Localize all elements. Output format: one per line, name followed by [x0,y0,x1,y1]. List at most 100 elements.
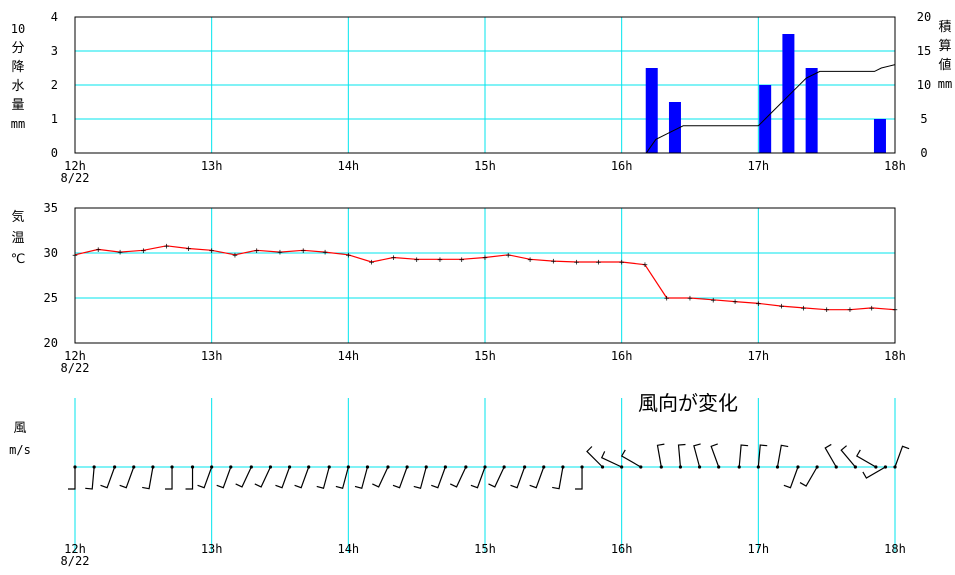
wind-barb-dot [151,465,155,469]
wind-barb [710,443,721,469]
wind-barb-shaft [586,446,603,468]
wind-barb [85,465,96,490]
wind-barb-dot [639,465,643,469]
wind-barb-dot [483,465,487,469]
wind-barb-dot [893,465,897,469]
wind-barb-dot [659,465,663,469]
wind-barb-shaft [693,443,701,468]
temperature-point: + [732,298,738,308]
y-tick-label: 30 [44,246,58,260]
temperature-point: + [277,248,283,258]
wind-barb-dot [775,465,780,469]
wind-barb-shaft [894,445,910,468]
wind-barb [575,465,584,490]
wind-barb-dot [883,465,888,469]
wind-barb [254,465,273,488]
wind-panel: 風 m/s 風向が変化 12h 13h 14h 15h 16h 17h 18h 8/22 [9,391,910,568]
temperature-point: + [824,306,830,316]
y-tick-label: 4 [51,10,58,24]
x-tick-label: 18h [884,542,906,556]
wind-barb-shaft [510,466,526,489]
temperature-point: + [664,294,670,304]
temperature-point: + [186,245,192,255]
x-tick-label: 15h [474,159,496,173]
wind-barb-shaft [656,443,665,468]
x-tick-label: 16h [611,349,633,363]
wind-barb-shaft [677,443,686,468]
wind-barb-shaft [142,466,154,490]
temperature-point: + [117,248,123,258]
wind-barb-shaft [776,444,789,468]
plot-frame [74,207,896,344]
y2-tick-label: 20 [917,10,931,24]
y-axis-label: 10 [11,22,25,36]
wind-barb [893,445,910,469]
wind-barb [275,465,292,489]
wind-barb [372,465,390,488]
wind-barb-shaft [316,466,330,489]
wind-barb-shaft [824,443,837,468]
y-tick-label: 3 [51,44,58,58]
x-tick-label: 18h [884,349,906,363]
wind-barb-dot [697,465,702,469]
y-tick-label: 25 [44,291,58,305]
wind-barb-dot [268,465,273,469]
wind-barb-shaft [216,466,232,489]
temperature-point: + [209,246,215,256]
wind-barb [693,443,702,469]
y-tick-label: 20 [44,336,58,350]
wind-barb [677,443,686,469]
temperature-point: + [527,255,533,265]
wind-barb-shaft [85,466,95,490]
rain-bar [645,68,658,153]
wind-barb-dot [756,465,760,469]
y2-axis-label: 積 [938,20,951,35]
wind-barb-shaft [757,444,768,468]
wind-barb-dot [132,465,136,469]
temperature-point: + [232,251,238,261]
wind-barb [470,465,487,489]
wind-barb-dot [424,465,428,469]
temperature-point: + [322,248,328,258]
y-axis-label: 量 [11,98,24,113]
wind-barb-dot [542,465,546,469]
wind-barb-dot [580,465,584,469]
wind-barb-shaft [431,466,446,489]
temperature-point: + [779,302,785,312]
temperature-point: + [869,304,875,314]
y-tick-label: 35 [44,201,58,215]
wind-barb-dot [170,465,174,469]
y-axis-label: 温 [11,231,24,246]
wind-barb-dot [287,465,292,469]
y2-tick-label: 10 [917,78,931,92]
temperature-point: + [391,254,397,264]
wind-barb [294,465,311,489]
wind-barb-dot [405,465,409,469]
x-tick-label: 13h [201,159,223,173]
temperature-point: + [254,246,260,256]
y-axis-label: ℃ [11,252,26,267]
y-axis-label: 分 [11,41,24,56]
wind-barb [783,465,800,489]
wind-barb-dot [229,465,233,469]
wind-barb [600,451,624,469]
x-tick-label: 17h [747,349,769,363]
wind-barb [862,465,888,479]
wind-barb-dot [92,465,96,469]
temperature-panel: ++ + + + + + + + + + + ++ + + + + + + + + + + + ++ + + + + + + + + + +202… [11,201,906,375]
wind-barb-shaft [100,466,116,489]
wind-barb [185,465,195,490]
wind-barb-dot [815,465,819,469]
x-tick-label: 16h [611,542,633,556]
wind-barb [197,465,214,489]
y2-axis-label: mm [938,77,952,91]
y-axis-label: 気 [11,209,24,225]
wind-barb-dot [190,465,195,469]
wind-barb-shaft [488,466,505,488]
wind-barb-dot [834,465,838,469]
wind-barb-dot [73,465,77,469]
wind-barb-shaft [552,466,564,490]
wind-barb-shaft [185,467,194,490]
wind-barb-dot [365,465,370,469]
wind-barb-dot [249,465,253,469]
